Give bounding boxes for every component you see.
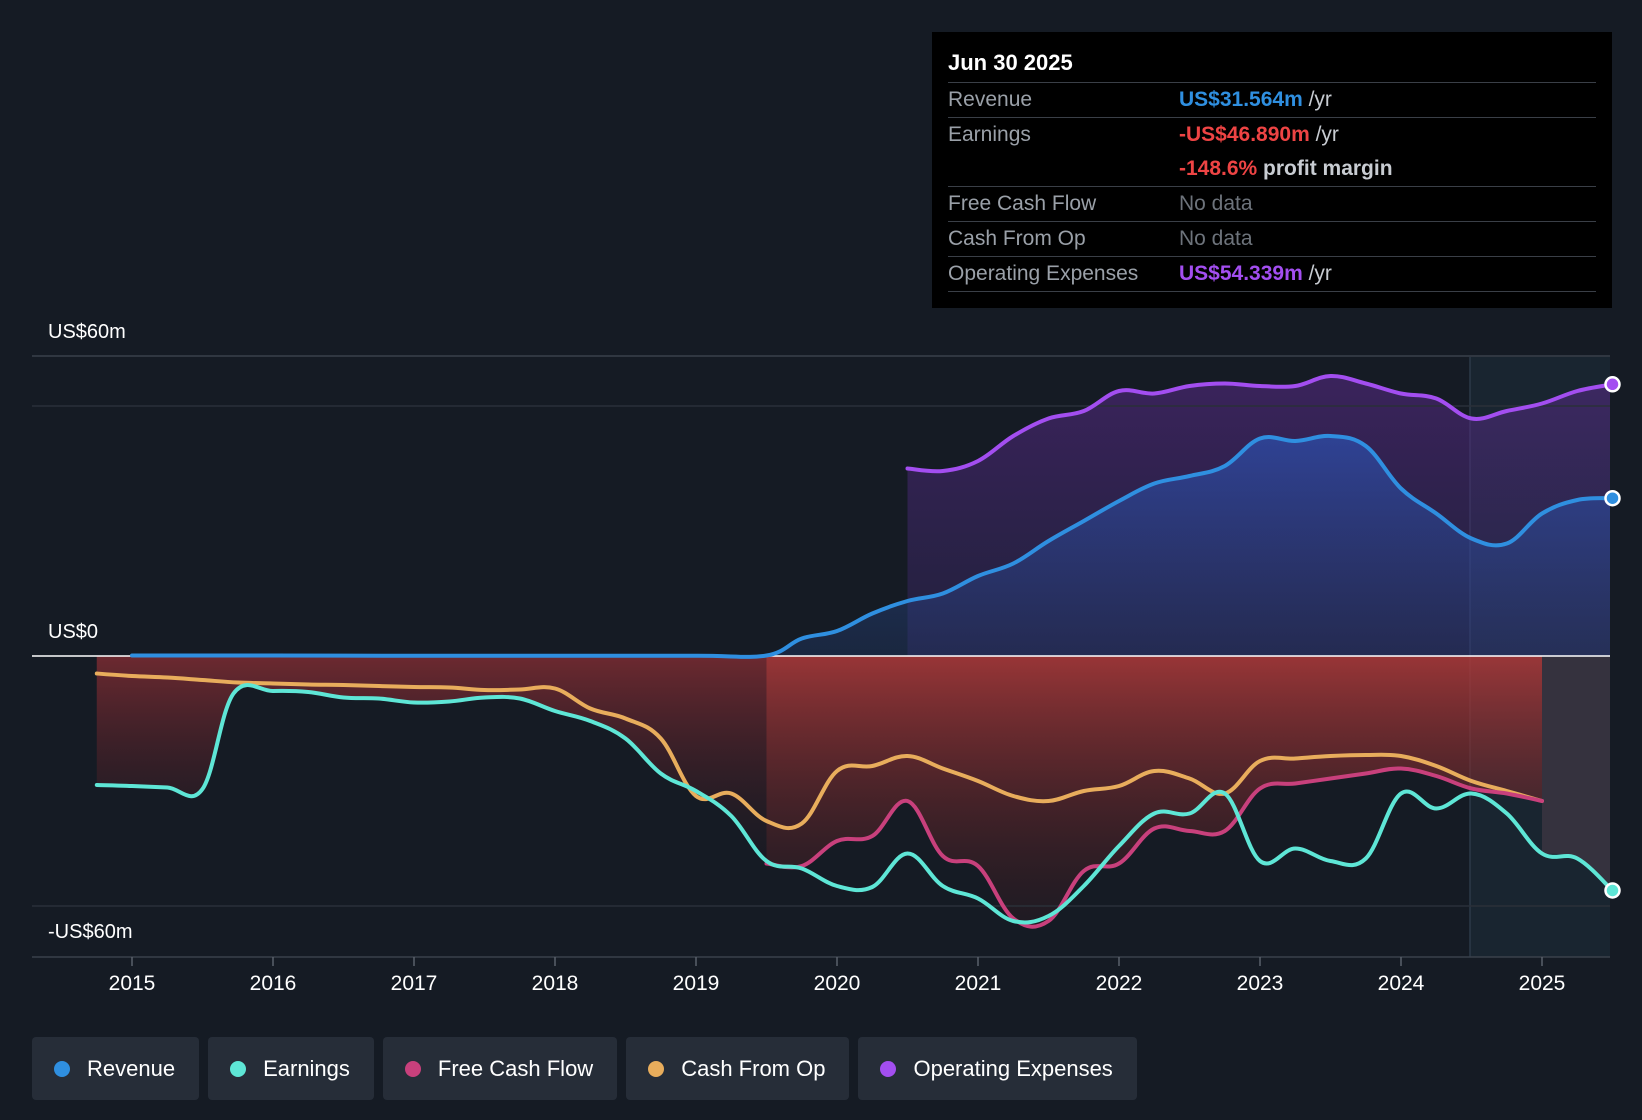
free-cash-flow-dot-icon — [404, 1060, 421, 1077]
cash-from-op-dot-icon — [648, 1060, 665, 1077]
legend-item-free-cash-flow[interactable]: Free Cash Flow — [382, 1037, 618, 1100]
x-tick-label: 2016 — [250, 972, 297, 995]
legend-label: Revenue — [87, 1055, 176, 1081]
tooltip-unit: /yr — [1302, 88, 1332, 111]
tooltip-row-cfo: Cash From Op No data — [948, 222, 1596, 257]
legend-label: Operating Expenses — [913, 1055, 1113, 1081]
legend-label: Cash From Op — [681, 1055, 826, 1081]
tooltip-row-fcf: Free Cash Flow No data — [948, 187, 1596, 222]
tooltip-label — [948, 152, 1179, 186]
x-tick-label: 2018 — [532, 972, 579, 995]
revenue-line — [130, 433, 1610, 659]
earnings-forecast-area — [1542, 656, 1610, 889]
tooltip-revenue-value: US$31.564m — [1179, 88, 1303, 111]
operating-expenses-line — [905, 373, 1610, 474]
legend-label: Earnings — [263, 1055, 350, 1081]
x-tick-label: 2020 — [814, 972, 861, 995]
tooltip-row-margin: -148.6% profit margin — [948, 152, 1596, 187]
legend-item-revenue[interactable]: Revenue — [32, 1037, 200, 1100]
cash-from-op-area — [96, 656, 767, 861]
tooltip-label: Free Cash Flow — [948, 192, 1097, 215]
tooltip-fcf-value: No data — [1179, 192, 1253, 215]
x-tick-label: 2023 — [1237, 972, 1284, 995]
earnings-line — [94, 683, 1610, 925]
y-axis-label: US$60m — [48, 321, 126, 343]
free-cash-flow-line — [764, 766, 1544, 929]
tooltip-label: Earnings — [948, 123, 1031, 146]
x-tick-label: 2017 — [391, 972, 438, 995]
operating-expenses-end-marker — [1604, 376, 1621, 393]
x-tick-label: 2025 — [1519, 972, 1566, 995]
tooltip-row-opex: Operating Expenses US$54.339m /yr — [948, 257, 1596, 292]
operating-expenses-dot-icon — [880, 1060, 897, 1077]
legend-item-cash-from-op[interactable]: Cash From Op — [626, 1037, 850, 1100]
revenue-end-marker — [1604, 489, 1621, 507]
tooltip-margin-value: -148.6% — [1179, 157, 1258, 180]
tooltip-earnings-value: -US$46.890m — [1179, 123, 1310, 146]
x-tick-label: 2015 — [109, 972, 156, 995]
tooltip-unit: /yr — [1302, 262, 1332, 285]
tooltip-opex-value: US$54.339m — [1179, 262, 1303, 285]
x-tick-label: 2024 — [1378, 972, 1425, 995]
tooltip-row-revenue: Revenue US$31.564m /yr — [948, 83, 1596, 118]
earnings-end-marker — [1604, 882, 1621, 899]
revenue-area — [132, 435, 1610, 657]
x-tick-label: 2022 — [1096, 972, 1143, 995]
legend-item-earnings[interactable]: Earnings — [208, 1037, 374, 1100]
tooltip-label: Operating Expenses — [948, 262, 1139, 285]
tooltip-unit: /yr — [1309, 123, 1339, 146]
legend-item-operating-expenses[interactable]: Operating Expenses — [858, 1037, 1137, 1100]
cash-from-op-line — [94, 671, 1544, 831]
x-tick-label: 2019 — [673, 972, 720, 995]
tooltip-date: Jun 30 2025 — [948, 46, 1596, 83]
y-axis-label: -US$60m — [48, 921, 132, 943]
tooltip-label: Cash From Op — [948, 227, 1086, 250]
tooltip-margin-label: profit margin — [1257, 157, 1393, 180]
x-tick-label: 2021 — [955, 972, 1002, 995]
tooltip-label: Revenue — [948, 88, 1033, 111]
chart-legend: Revenue Earnings Free Cash Flow Cash Fro… — [32, 1037, 1146, 1100]
earnings-dot-icon — [230, 1060, 247, 1077]
y-axis-label: US$0 — [48, 621, 98, 643]
data-tooltip: Jun 30 2025 Revenue US$31.564m /yr Earni… — [932, 32, 1612, 308]
free-cash-flow-area — [766, 656, 1542, 927]
tooltip-cfo-value: No data — [1179, 227, 1253, 250]
legend-label: Free Cash Flow — [437, 1055, 594, 1081]
tooltip-row-earnings: Earnings -US$46.890m /yr — [948, 118, 1596, 152]
revenue-dot-icon — [54, 1060, 70, 1077]
